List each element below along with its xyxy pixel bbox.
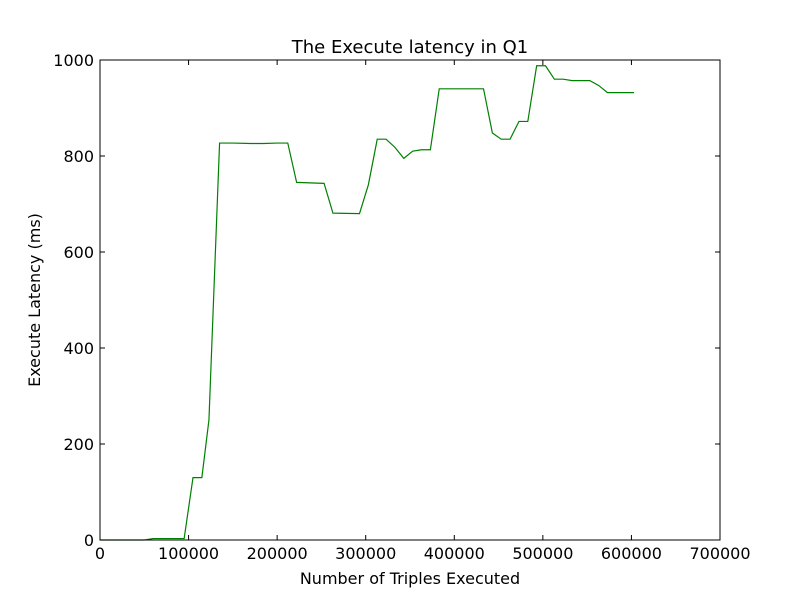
y-tick-label: 0 [84,531,94,550]
x-tick-label: 600000 [601,544,662,563]
plot-frame [99,59,721,541]
x-tick-label: 400000 [424,544,485,563]
x-tick-label: 500000 [512,544,573,563]
x-tick-label: 200000 [247,544,308,563]
y-tick-label: 200 [63,435,94,454]
x-tick-label: 100000 [158,544,219,563]
plot-area: 0 100000 200000 300000 400000 500000 600000 700… [53,51,750,563]
x-axis-label: Number of Triples Executed [300,569,520,588]
series-line-0 [100,65,635,541]
y-tick-label: 1000 [53,51,94,70]
chart-title: The Execute latency in Q1 [291,37,529,58]
y-tick-label: 400 [63,339,94,358]
x-tick-label: 300000 [335,544,396,563]
x-tick-label: 700000 [689,544,750,563]
x-tick-label: 0 [95,544,105,563]
y-axis-label: Execute Latency (ms) [25,213,44,387]
y-tick-label: 600 [63,243,94,262]
y-tick-label: 800 [63,147,94,166]
